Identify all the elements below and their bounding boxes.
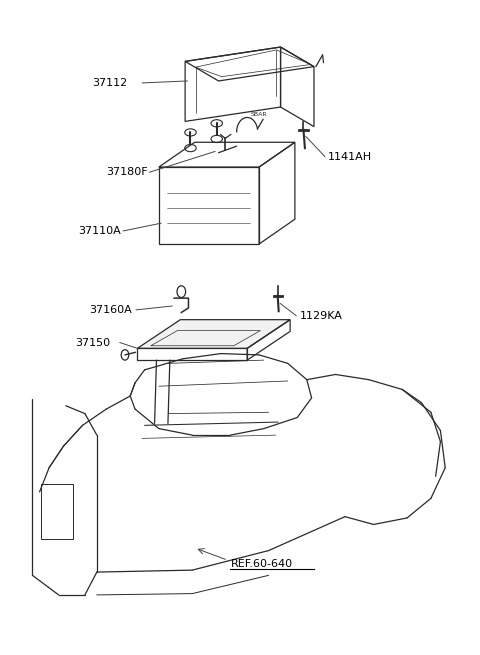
Text: 37150: 37150 — [75, 337, 110, 348]
Text: 37160A: 37160A — [90, 305, 132, 315]
Text: SBAR: SBAR — [251, 112, 267, 117]
Text: 37110A: 37110A — [78, 226, 120, 236]
Text: REF.60-640: REF.60-640 — [230, 559, 293, 569]
Text: 1129KA: 1129KA — [300, 310, 343, 321]
Text: 37180F: 37180F — [107, 167, 148, 178]
Text: 37112: 37112 — [92, 78, 127, 88]
Polygon shape — [137, 320, 290, 348]
Text: 1141AH: 1141AH — [328, 151, 372, 162]
